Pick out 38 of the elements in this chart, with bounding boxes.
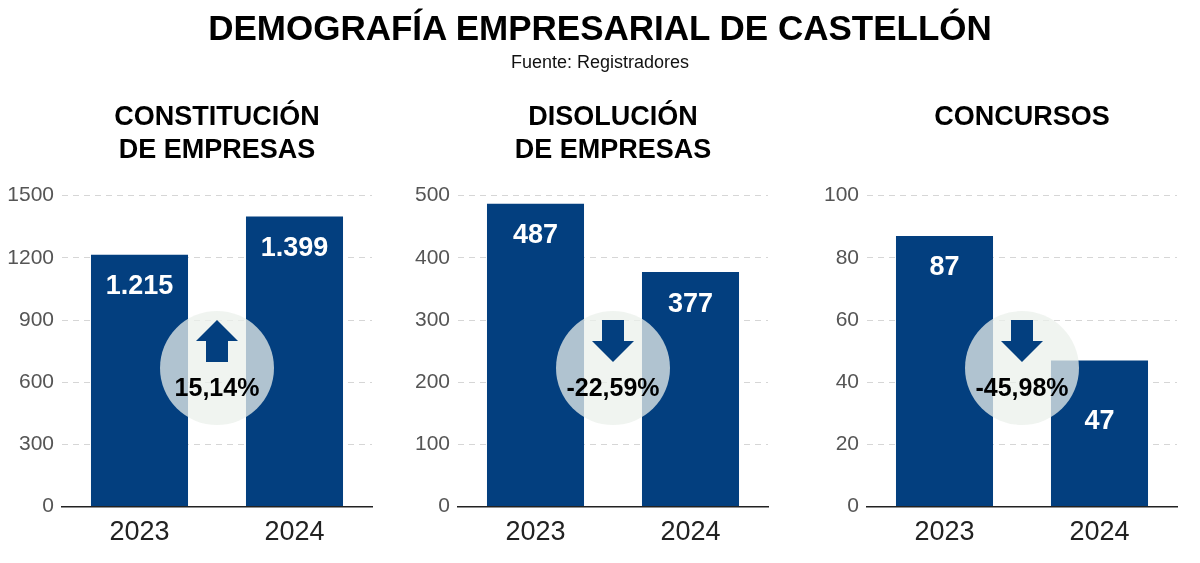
data-label: 487 <box>512 219 559 250</box>
source-note: Fuente: Registradores <box>509 52 691 72</box>
y-tick-label: 40 <box>835 369 859 392</box>
x-tick-label: 2023 <box>109 516 170 547</box>
y-tick-label: 1500 <box>7 182 54 206</box>
y-tick-label: 1200 <box>7 244 54 268</box>
x-tick-label: 2024 <box>264 516 325 547</box>
y-tick-label: 0 <box>847 493 859 517</box>
y-tick-label: 60 <box>835 306 859 330</box>
y-tick-label: 0 <box>438 493 450 517</box>
y-tick-label: 0 <box>42 493 54 517</box>
y-tick-label: 900 <box>18 306 54 330</box>
y-tick-label: 300 <box>18 431 54 455</box>
data-label: 47 <box>1084 404 1115 435</box>
y-tick-label: 100 <box>823 182 859 206</box>
data-label: 1.215 <box>105 270 174 301</box>
y-tick-label: 20 <box>835 431 859 455</box>
y-tick-label: 300 <box>414 306 450 330</box>
x-tick-label: 2024 <box>660 516 721 547</box>
annotation: 15,14% <box>174 373 260 402</box>
y-tick-label: 200 <box>414 369 450 392</box>
chart-title: DISOLUCIÓN DE EMPRESAS <box>513 100 713 166</box>
y-tick-label: 400 <box>414 244 450 268</box>
x-tick-label: 2023 <box>505 516 566 547</box>
chart-title: CONSTITUCIÓN DE EMPRESAS <box>113 100 321 166</box>
text: DEMOGRAFÍA EMPRESARIAL DE CASTELLÓN <box>207 8 993 48</box>
data-label: 87 <box>929 251 960 282</box>
data-label: 377 <box>667 287 714 318</box>
x-tick-label: 2023 <box>914 516 975 547</box>
data-label: 1.399 <box>260 231 329 262</box>
annotation: -45,98% <box>975 373 1069 402</box>
x-tick-label: 2024 <box>1069 516 1130 547</box>
y-tick-label: 80 <box>835 244 859 268</box>
y-tick-label: 600 <box>18 369 54 392</box>
chart-title: CONCURSOS <box>933 100 1111 133</box>
y-tick-label: 100 <box>414 431 450 455</box>
annotation: -22,59% <box>566 373 660 402</box>
y-tick-label: 500 <box>414 182 450 206</box>
